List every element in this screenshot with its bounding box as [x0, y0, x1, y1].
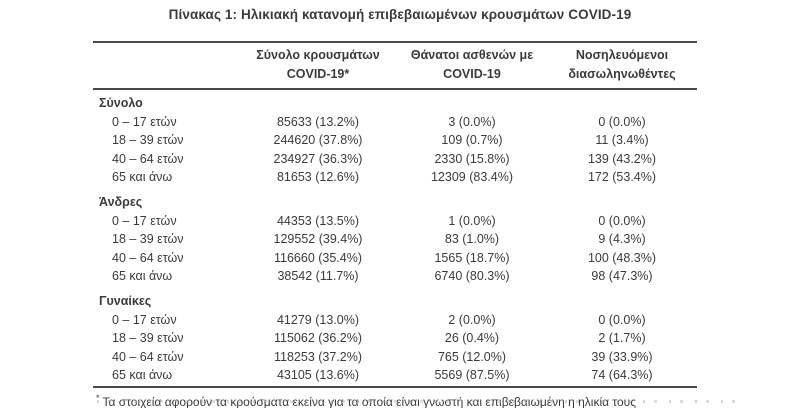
column-header-line: Σύνολο κρουσμάτων [256, 48, 380, 62]
footnote-asterisk: * [96, 392, 100, 403]
intubated-cell: 0 (0.0%) [598, 213, 646, 228]
table-row: 65 και άνω 81653 (12.6%) 12309 (83.4%) 1… [93, 168, 697, 187]
age-label: 65 και άνω [112, 368, 173, 383]
column-header-intubated: Νοσηλευόμενοι διασωληνωθέντες [547, 46, 697, 84]
column-header-empty [93, 46, 239, 84]
cases-cell: 85633 (13.2%) [276, 114, 359, 129]
cases-cell: 118253 (37.2%) [273, 349, 363, 364]
deaths-cell: 26 (0.4%) [444, 331, 500, 346]
section-label: Άνδρες [99, 194, 143, 209]
column-header-line: COVID-19* [286, 67, 350, 81]
table-body: Σύνολο 0 – 17 ετών 85633 (13.2%) 3 (0.0%… [93, 90, 697, 388]
age-label: 18 – 39 ετών [112, 331, 184, 346]
intubated-cell: 11 (3.4%) [595, 133, 649, 148]
section-total: Σύνολο 0 – 17 ετών 85633 (13.2%) 3 (0.0%… [93, 94, 697, 187]
column-header-line: Θάνατοι ασθενών με [410, 48, 534, 62]
footnote: * Τα στοιχεία αφορούν τα κρούσματα εκείνα… [93, 391, 697, 408]
table-header-row: Σύνολο κρουσμάτων COVID-19* Θάνατοι ασθε… [93, 41, 697, 90]
age-label: 40 – 64 ετών [112, 250, 184, 265]
deaths-cell: 2 (0.0%) [448, 312, 496, 327]
cases-cell: 38542 (11.7%) [277, 269, 359, 284]
intubated-cell: 100 (48.3%) [587, 250, 657, 265]
deaths-cell: 2330 (15.8%) [434, 151, 510, 166]
age-label: 65 και άνω [112, 269, 173, 284]
page-title: Πίνακας 1: Ηλικιακή κατανομή επιβεβαιωμέ… [168, 7, 632, 22]
section-label: Σύνολο [99, 96, 143, 110]
age-label: 18 – 39 ετών [112, 232, 184, 247]
footnote-text: Τα στοιχεία αφορούν τα κρούσματα εκείνα … [102, 394, 636, 408]
deaths-cell: 109 (0.7%) [441, 133, 503, 148]
section-men: Άνδρες 0 – 17 ετών 44353 (13.5%) 1 (0.0%… [93, 193, 697, 286]
age-label: 18 – 39 ετών [112, 133, 184, 148]
cases-cell: 81653 (12.6%) [276, 170, 359, 185]
deaths-cell: 1 (0.0%) [448, 213, 496, 228]
column-header-cases: Σύνολο κρουσμάτων COVID-19* [239, 46, 397, 84]
table-row: 65 και άνω 43105 (13.6%) 5569 (87.5%) 74… [93, 366, 697, 385]
cases-cell: 115062 (36.2%) [273, 331, 363, 346]
section-label: Γυναίκες [99, 293, 152, 308]
deaths-cell: 765 (12.0%) [437, 349, 507, 364]
column-header-line: COVID-19 [443, 67, 501, 81]
intubated-cell: 98 (47.3%) [591, 269, 653, 284]
cases-cell: 41279 (13.0%) [276, 312, 359, 327]
deaths-cell: 3 (0.0%) [448, 114, 496, 129]
table-row: 65 και άνω 38542 (11.7%) 6740 (80.3%) 98… [93, 267, 697, 286]
intubated-cell: 39 (33.9%) [591, 349, 653, 364]
table-row: 0 – 17 ετών 85633 (13.2%) 3 (0.0%) 0 (0.… [93, 113, 697, 132]
age-label: 40 – 64 ετών [112, 151, 184, 166]
intubated-cell: 0 (0.0%) [598, 114, 646, 129]
intubated-cell: 172 (53.4%) [587, 170, 657, 185]
cases-cell: 44353 (13.5%) [276, 213, 359, 228]
column-header-line: Νοσηλευόμενοι [575, 48, 669, 62]
column-header-deaths: Θάνατοι ασθενών με COVID-19 [397, 46, 547, 84]
age-label: 40 – 64 ετών [112, 349, 184, 364]
table-row: 18 – 39 ετών 115062 (36.2%) 26 (0.4%) 2 … [93, 329, 697, 348]
age-label: 0 – 17 ετών [112, 312, 177, 327]
cases-cell: 234927 (36.3%) [273, 151, 363, 166]
cases-cell: 116660 (35.4%) [273, 250, 363, 265]
table-row: 0 – 17 ετών 44353 (13.5%) 1 (0.0%) 0 (0.… [93, 212, 697, 231]
deaths-cell: 1565 (18.7%) [434, 250, 510, 265]
table-row: 40 – 64 ετών 118253 (37.2%) 765 (12.0%) … [93, 348, 697, 367]
table-row: 0 – 17 ετών 41279 (13.0%) 2 (0.0%) 0 (0.… [93, 311, 697, 330]
intubated-cell: 139 (43.2%) [587, 151, 657, 166]
section-women: Γυναίκες 0 – 17 ετών 41279 (13.0%) 2 (0.… [93, 292, 697, 385]
age-label: 0 – 17 ετών [112, 213, 177, 228]
table-row: 40 – 64 ετών 116660 (35.4%) 1565 (18.7%)… [93, 249, 697, 268]
intubated-cell: 74 (64.3%) [591, 368, 653, 383]
age-label: 0 – 17 ετών [112, 114, 177, 129]
table-row: 40 – 64 ετών 234927 (36.3%) 2330 (15.8%)… [93, 150, 697, 169]
table-row: 18 – 39 ετών 244620 (37.8%) 109 (0.7%) 1… [93, 131, 697, 150]
deaths-cell: 83 (1.0%) [444, 232, 500, 247]
cases-cell: 129552 (39.4%) [273, 232, 363, 247]
cases-cell: 43105 (13.6%) [276, 368, 359, 383]
intubated-cell: 2 (1.7%) [598, 331, 646, 346]
deaths-cell: 12309 (83.4%) [430, 170, 513, 185]
deaths-cell: 5569 (87.5%) [434, 368, 510, 383]
intubated-cell: 9 (4.3%) [598, 232, 646, 247]
deaths-cell: 6740 (80.3%) [434, 269, 510, 284]
column-header-line: διασωληνωθέντες [568, 67, 676, 81]
intubated-cell: 0 (0.0%) [598, 312, 646, 327]
cropped-text-artifact [97, 400, 737, 403]
cases-cell: 244620 (37.8%) [273, 133, 363, 148]
covid-age-table: Σύνολο κρουσμάτων COVID-19* Θάνατοι ασθε… [93, 41, 697, 408]
table-row: 18 – 39 ετών 129552 (39.4%) 83 (1.0%) 9 … [93, 230, 697, 249]
age-label: 65 και άνω [112, 170, 173, 185]
